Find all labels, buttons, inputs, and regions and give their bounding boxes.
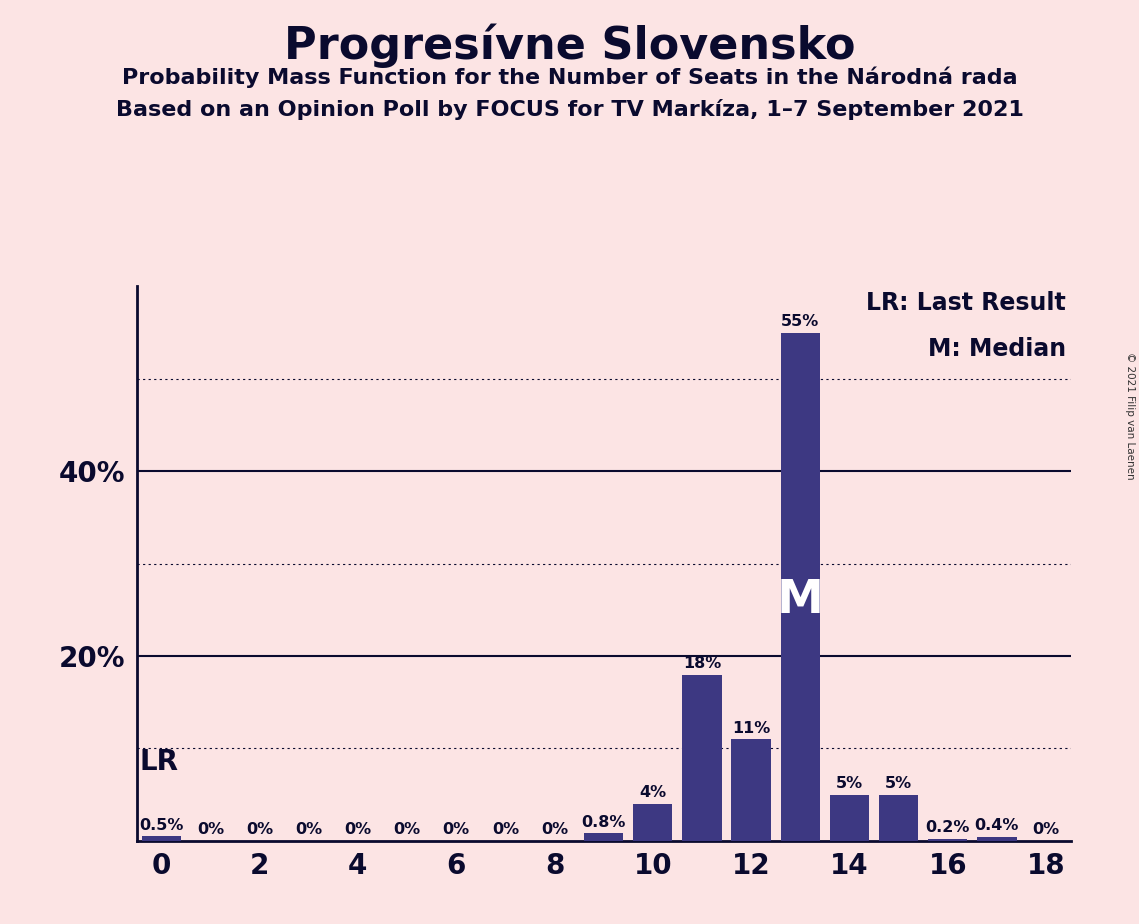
Text: 0.8%: 0.8% <box>582 815 625 830</box>
Text: 4%: 4% <box>639 785 666 800</box>
Text: 0.5%: 0.5% <box>139 818 183 833</box>
Text: 0%: 0% <box>443 822 469 837</box>
Text: 11%: 11% <box>732 721 770 736</box>
Text: Based on an Opinion Poll by FOCUS for TV Markíza, 1–7 September 2021: Based on an Opinion Poll by FOCUS for TV… <box>115 99 1024 120</box>
Text: © 2021 Filip van Laenen: © 2021 Filip van Laenen <box>1125 352 1134 480</box>
Bar <box>780 333 820 841</box>
Text: M: M <box>777 578 823 623</box>
Bar <box>682 675 722 841</box>
Text: 55%: 55% <box>781 314 819 329</box>
Text: 0%: 0% <box>344 822 371 837</box>
Text: 0%: 0% <box>197 822 224 837</box>
Text: Probability Mass Function for the Number of Seats in the Národná rada: Probability Mass Function for the Number… <box>122 67 1017 88</box>
Text: 0%: 0% <box>1033 822 1059 837</box>
Bar <box>141 836 181 841</box>
Bar <box>731 739 771 841</box>
Bar <box>928 839 967 841</box>
Bar <box>830 795 869 841</box>
Text: 0.4%: 0.4% <box>975 819 1019 833</box>
Text: LR: Last Result: LR: Last Result <box>866 291 1066 315</box>
Text: 5%: 5% <box>885 776 912 791</box>
Text: 0%: 0% <box>541 822 568 837</box>
Text: 0%: 0% <box>295 822 322 837</box>
Text: 5%: 5% <box>836 776 863 791</box>
Text: 0.2%: 0.2% <box>926 821 970 835</box>
Bar <box>633 804 672 841</box>
Text: M: Median: M: Median <box>927 337 1066 361</box>
Bar <box>584 833 623 841</box>
Text: 0%: 0% <box>393 822 420 837</box>
Bar <box>977 837 1017 841</box>
Text: 18%: 18% <box>683 656 721 671</box>
Text: 0%: 0% <box>246 822 273 837</box>
Bar <box>879 795 918 841</box>
Text: LR: LR <box>139 748 178 776</box>
Text: Progresívne Slovensko: Progresívne Slovensko <box>284 23 855 67</box>
Text: 0%: 0% <box>492 822 519 837</box>
